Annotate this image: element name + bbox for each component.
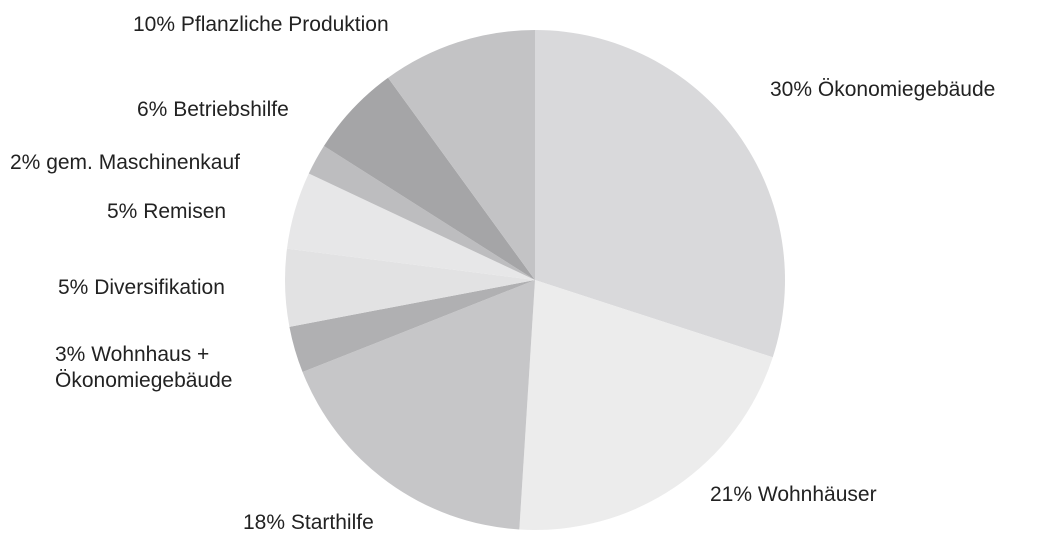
value-label: 10% [133, 13, 176, 36]
slice-label: 3% Wohnhaus + Ökonomiegebäude [55, 342, 295, 394]
pie-slice [535, 30, 785, 358]
slice-label: 5% Remisen [107, 199, 226, 225]
category-label: Betriebshilfe [173, 98, 289, 121]
pie-slice [284, 248, 535, 327]
category-label: Remisen [143, 200, 227, 223]
category-label: Wohnhäuser [757, 483, 877, 506]
pie-slice [286, 173, 535, 280]
value-label: 5% [107, 200, 138, 223]
value-label: 3% [55, 343, 86, 366]
slice-label: 2% gem. Maschinenkauf [10, 150, 240, 176]
pie-slice [388, 30, 535, 280]
category-label: Diversifikation [94, 276, 225, 299]
pie-slice [289, 280, 535, 373]
slice-label: 6% Betriebshilfe [137, 97, 289, 123]
value-label: 18% [243, 511, 286, 534]
value-label: 5% [58, 276, 89, 299]
category-label: Ökonomiegebäude [817, 78, 996, 101]
pie-slice [308, 146, 535, 280]
value-label: 21% [710, 483, 753, 506]
value-label: 6% [137, 98, 168, 121]
value-label: 30% [770, 78, 813, 101]
category-label: Wohnhaus + Ökonomiegebäude [55, 343, 233, 392]
pie-slice [323, 77, 535, 280]
value-label: 2% [10, 151, 41, 174]
slice-label: 10% Pflanzliche Produktion [133, 12, 389, 38]
category-label: gem. Maschinenkauf [46, 151, 240, 174]
pie-slice [302, 280, 535, 530]
category-label: Starthilfe [290, 511, 374, 534]
slice-label: 21% Wohnhäuser [710, 482, 877, 508]
slice-label: 5% Diversifikation [58, 275, 225, 301]
slice-label: 30% Ökonomiegebäude [770, 77, 995, 103]
slice-label: 18% Starthilfe [243, 510, 374, 536]
category-label: Pflanzliche Produktion [180, 13, 389, 36]
pie-slice [519, 280, 773, 530]
